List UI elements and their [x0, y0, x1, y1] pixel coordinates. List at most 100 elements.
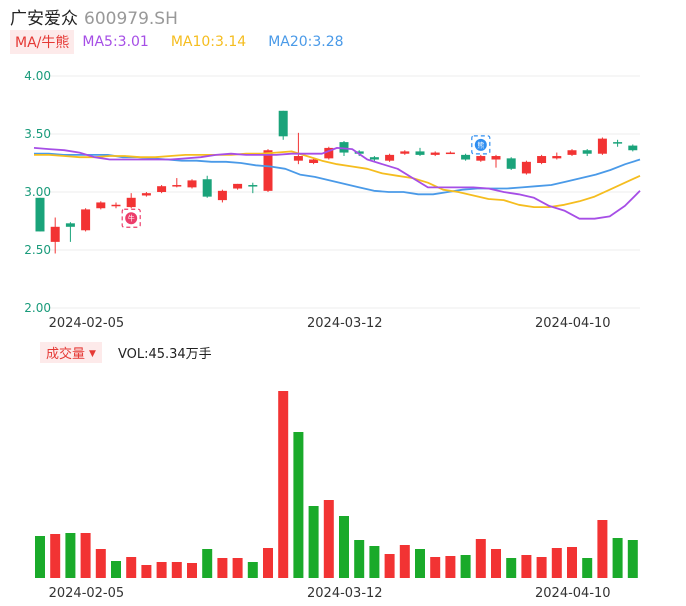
volume-bar [323, 500, 334, 578]
ma5-label: MA5:3.01 [82, 34, 149, 50]
candle [35, 197, 45, 232]
candle [628, 145, 638, 151]
x-tick-label: 2024-04-10 [535, 586, 611, 601]
x-tick-label: 2024-02-05 [49, 316, 125, 331]
candle [521, 161, 531, 174]
candle [172, 185, 182, 187]
bear-signal-marker: 熊 [471, 135, 491, 155]
candle [354, 151, 364, 154]
candle [96, 202, 106, 209]
candle [385, 154, 395, 161]
volume-badge-label: 成交量 [46, 346, 86, 362]
candle [537, 156, 547, 163]
candle [293, 156, 303, 161]
candle [50, 226, 60, 242]
candle [187, 180, 197, 188]
stock-header: 广安爱众 600979.SH [10, 4, 178, 29]
price-grid [48, 75, 640, 309]
volume-bar [536, 557, 547, 578]
volume-bar [278, 391, 289, 578]
candle [400, 151, 410, 154]
candle [65, 223, 75, 227]
candle [309, 159, 319, 163]
volume-bar [141, 565, 152, 578]
candle [491, 156, 501, 160]
candle [81, 209, 91, 231]
volume-bar [156, 562, 167, 578]
volume-bar [354, 540, 365, 578]
ma10-line [34, 150, 641, 209]
volume-bar [247, 562, 258, 578]
volume-bar [263, 548, 273, 578]
ma10-label: MA10:3.14 [170, 34, 247, 50]
candle [278, 110, 288, 137]
volume-value-label: VOL:45.34万手 [117, 346, 212, 362]
volume-bar [551, 548, 562, 578]
signal-marker-text: 牛 [128, 214, 135, 223]
candle [248, 185, 258, 187]
volume-bar [339, 516, 349, 578]
y-tick-label: 2.00 [24, 301, 51, 315]
candle [415, 151, 425, 155]
ma5-line [33, 146, 641, 220]
signal-marker-text: 熊 [477, 140, 484, 149]
ma-legend: MA/牛熊 MA5:3.01 MA10:3.14 MA20:3.28 [10, 30, 366, 54]
volume-bar [202, 549, 213, 578]
volume-bar [308, 506, 319, 578]
candle [263, 150, 273, 191]
candle [552, 156, 562, 159]
candle [233, 183, 243, 189]
signal-markers: 牛熊 [121, 135, 491, 228]
volume-bar [384, 554, 395, 578]
volume-bar [567, 547, 577, 578]
volume-bar [50, 534, 61, 578]
candle [613, 142, 623, 144]
volume-bar [111, 561, 121, 578]
caret-down-icon: ▼ [89, 349, 96, 359]
y-tick-label: 3.50 [24, 127, 51, 141]
volume-bar [217, 558, 228, 578]
volume-bar [126, 557, 137, 578]
volume-bar [460, 555, 471, 578]
volume-bar [582, 558, 593, 578]
stock-code: 600979.SH [84, 9, 178, 29]
y-tick-label: 2.50 [24, 243, 51, 257]
candle [567, 150, 577, 155]
bull-signal-marker: 牛 [121, 208, 141, 228]
volume-bar [627, 540, 638, 578]
volume-bar [187, 563, 197, 578]
volume-bar [369, 546, 380, 578]
candle [202, 179, 212, 197]
candle [157, 186, 167, 192]
volume-date-axis: 2024-02-05 2024-03-12 2024-04-10 [49, 586, 611, 601]
volume-bar [475, 539, 486, 578]
volume-indicator-dropdown[interactable]: 成交量 ▼ [40, 341, 102, 363]
ma20-label: MA20:3.28 [268, 34, 344, 50]
candle [126, 197, 136, 208]
volume-legend: 成交量 ▼ VOL:45.34万手 [40, 341, 212, 363]
volume-bar [521, 555, 532, 578]
candle [369, 157, 379, 160]
volume-bar [445, 556, 456, 578]
volume-bar [65, 533, 76, 578]
candle [339, 142, 349, 153]
volume-bar [506, 558, 517, 578]
volume-bar [35, 536, 45, 578]
y-tick-label: 4.00 [24, 69, 51, 83]
candle [445, 152, 455, 155]
volume-bar [597, 520, 608, 578]
candle [506, 158, 516, 169]
volume-bar [430, 557, 441, 578]
candle [217, 190, 227, 201]
volume-bar [171, 562, 182, 578]
volume-bar [612, 538, 623, 578]
candle [430, 152, 440, 155]
candle [111, 204, 121, 207]
candle [597, 138, 607, 154]
x-tick-label: 2024-04-10 [535, 316, 611, 331]
volume-bar [95, 549, 106, 578]
ma-toggle-button[interactable]: MA/牛熊 [10, 30, 75, 54]
volume-bar [399, 545, 410, 578]
volume-bar [232, 558, 243, 578]
